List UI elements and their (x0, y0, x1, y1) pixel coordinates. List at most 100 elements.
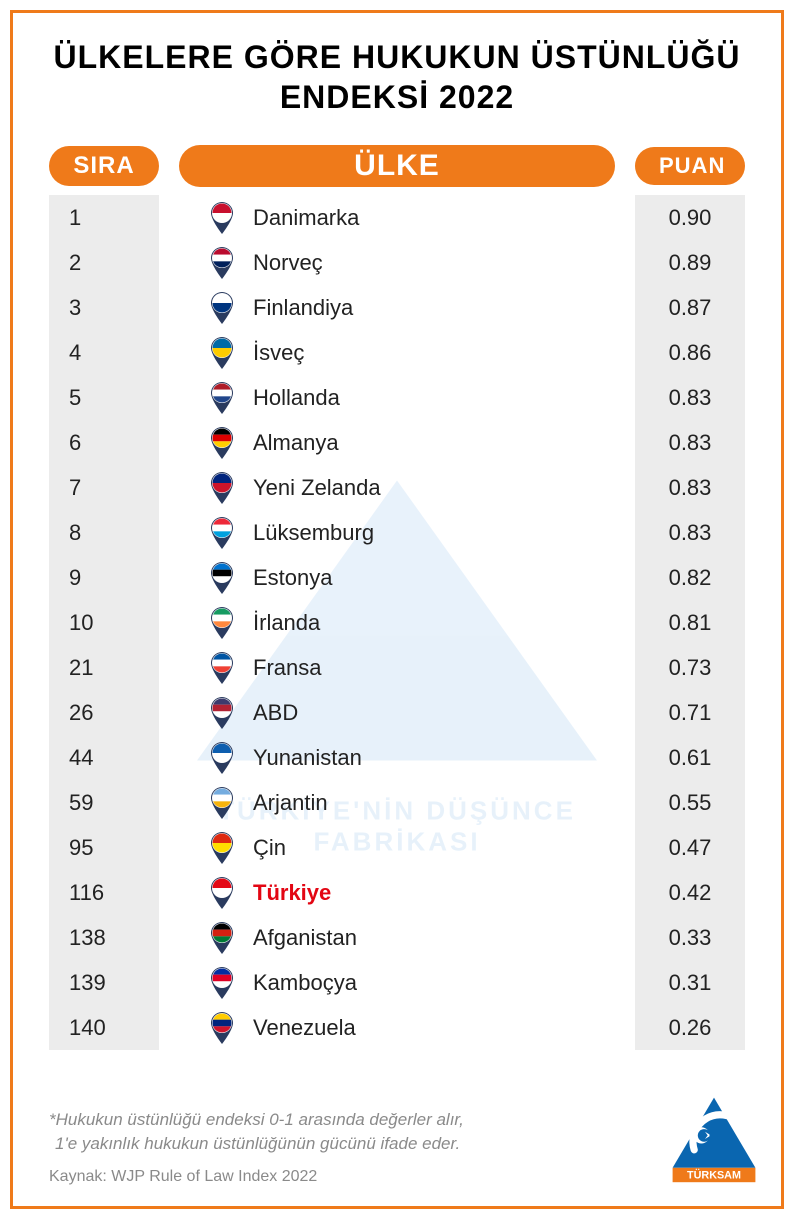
cell-country: Çin (179, 831, 615, 865)
flag-pin-icon (209, 651, 235, 685)
country-name: Kamboçya (253, 970, 357, 996)
flag-pin-icon (209, 1011, 235, 1045)
country-name: Çin (253, 835, 286, 861)
cell-rank: 21 (49, 655, 159, 681)
table-row: 116 Türkiye 0.42 (49, 870, 745, 915)
flag-pin-icon (209, 741, 235, 775)
cell-score: 0.55 (635, 790, 745, 816)
cell-score: 0.61 (635, 745, 745, 771)
cell-rank: 8 (49, 520, 159, 546)
footer: *Hukukun üstünlüğü endeksi 0-1 arasında … (49, 1110, 745, 1186)
country-name: Yeni Zelanda (253, 475, 381, 501)
country-name: Arjantin (253, 790, 328, 816)
table-headers: SIRA ÜLKE PUAN (49, 145, 745, 187)
flag-pin-icon (209, 201, 235, 235)
turksam-logo: TÜRKSAM (669, 1094, 759, 1184)
table-row: 2 Norveç 0.89 (49, 240, 745, 285)
table-row: 26 ABD 0.71 (49, 690, 745, 735)
flag-pin-icon (209, 291, 235, 325)
cell-rank: 7 (49, 475, 159, 501)
cell-rank: 138 (49, 925, 159, 951)
cell-score: 0.90 (635, 205, 745, 231)
table-row: 139 Kamboçya 0.31 (49, 960, 745, 1005)
flag-pin-icon (209, 786, 235, 820)
cell-rank: 116 (49, 880, 159, 906)
country-name: Norveç (253, 250, 323, 276)
flag-pin-icon (209, 381, 235, 415)
country-name: Almanya (253, 430, 339, 456)
cell-country: Yunanistan (179, 741, 615, 775)
table-row: 10 İrlanda 0.81 (49, 600, 745, 645)
cell-score: 0.42 (635, 880, 745, 906)
cell-rank: 140 (49, 1015, 159, 1041)
cell-score: 0.81 (635, 610, 745, 636)
cell-score: 0.89 (635, 250, 745, 276)
cell-country: Hollanda (179, 381, 615, 415)
country-name: ABD (253, 700, 298, 726)
source-text: Kaynak: WJP Rule of Law Index 2022 (49, 1168, 745, 1186)
table-row: 59 Arjantin 0.55 (49, 780, 745, 825)
table-row: 9 Estonya 0.82 (49, 555, 745, 600)
country-name: Danimarka (253, 205, 359, 231)
flag-pin-icon (209, 876, 235, 910)
cell-country: Danimarka (179, 201, 615, 235)
cell-country: Almanya (179, 426, 615, 460)
cell-rank: 95 (49, 835, 159, 861)
table-row: 5 Hollanda 0.83 (49, 375, 745, 420)
cell-score: 0.26 (635, 1015, 745, 1041)
flag-pin-icon (209, 606, 235, 640)
cell-rank: 3 (49, 295, 159, 321)
cell-score: 0.87 (635, 295, 745, 321)
cell-country: Norveç (179, 246, 615, 280)
cell-rank: 2 (49, 250, 159, 276)
cell-country: Kamboçya (179, 966, 615, 1000)
cell-country: Afganistan (179, 921, 615, 955)
cell-country: Finlandiya (179, 291, 615, 325)
header-score: PUAN (635, 147, 745, 185)
content-area: ÜLKELERE GÖRE HUKUKUN ÜSTÜNLÜĞÜ ENDEKSİ … (13, 13, 781, 1050)
flag-pin-icon (209, 516, 235, 550)
country-name: Venezuela (253, 1015, 356, 1041)
cell-rank: 139 (49, 970, 159, 996)
table-body: 1 Danimarka 0.90 2 Norveç (49, 195, 745, 1050)
flag-pin-icon (209, 336, 235, 370)
flag-pin-icon (209, 246, 235, 280)
table-row: 44 Yunanistan 0.61 (49, 735, 745, 780)
cell-score: 0.71 (635, 700, 745, 726)
country-name: Yunanistan (253, 745, 362, 771)
flag-pin-icon (209, 561, 235, 595)
cell-country: İrlanda (179, 606, 615, 640)
country-name: Afganistan (253, 925, 357, 951)
table-row: 95 Çin 0.47 (49, 825, 745, 870)
page-title: ÜLKELERE GÖRE HUKUKUN ÜSTÜNLÜĞÜ ENDEKSİ … (49, 37, 745, 117)
cell-rank: 6 (49, 430, 159, 456)
cell-country: İsveç (179, 336, 615, 370)
title-line-1: ÜLKELERE GÖRE HUKUKUN ÜSTÜNLÜĞÜ (54, 39, 741, 75)
country-name: Lüksemburg (253, 520, 374, 546)
cell-rank: 59 (49, 790, 159, 816)
table-row: 4 İsveç 0.86 (49, 330, 745, 375)
flag-pin-icon (209, 471, 235, 505)
cell-score: 0.31 (635, 970, 745, 996)
table-row: 21 Fransa 0.73 (49, 645, 745, 690)
country-name: Fransa (253, 655, 321, 681)
cell-score: 0.83 (635, 430, 745, 456)
cell-rank: 9 (49, 565, 159, 591)
cell-score: 0.83 (635, 385, 745, 411)
header-country: ÜLKE (179, 145, 615, 187)
table-row: 8 Lüksemburg 0.83 (49, 510, 745, 555)
flag-pin-icon (209, 831, 235, 865)
header-rank: SIRA (49, 146, 159, 186)
cell-score: 0.83 (635, 475, 745, 501)
country-name: İrlanda (253, 610, 320, 636)
cell-rank: 44 (49, 745, 159, 771)
flag-pin-icon (209, 696, 235, 730)
cell-score: 0.82 (635, 565, 745, 591)
country-name: Hollanda (253, 385, 340, 411)
table-row: 7 Yeni Zelanda 0.83 (49, 465, 745, 510)
country-name: Estonya (253, 565, 333, 591)
flag-pin-icon (209, 921, 235, 955)
country-name: İsveç (253, 340, 304, 366)
cell-country: Venezuela (179, 1011, 615, 1045)
table-row: 6 Almanya 0.83 (49, 420, 745, 465)
